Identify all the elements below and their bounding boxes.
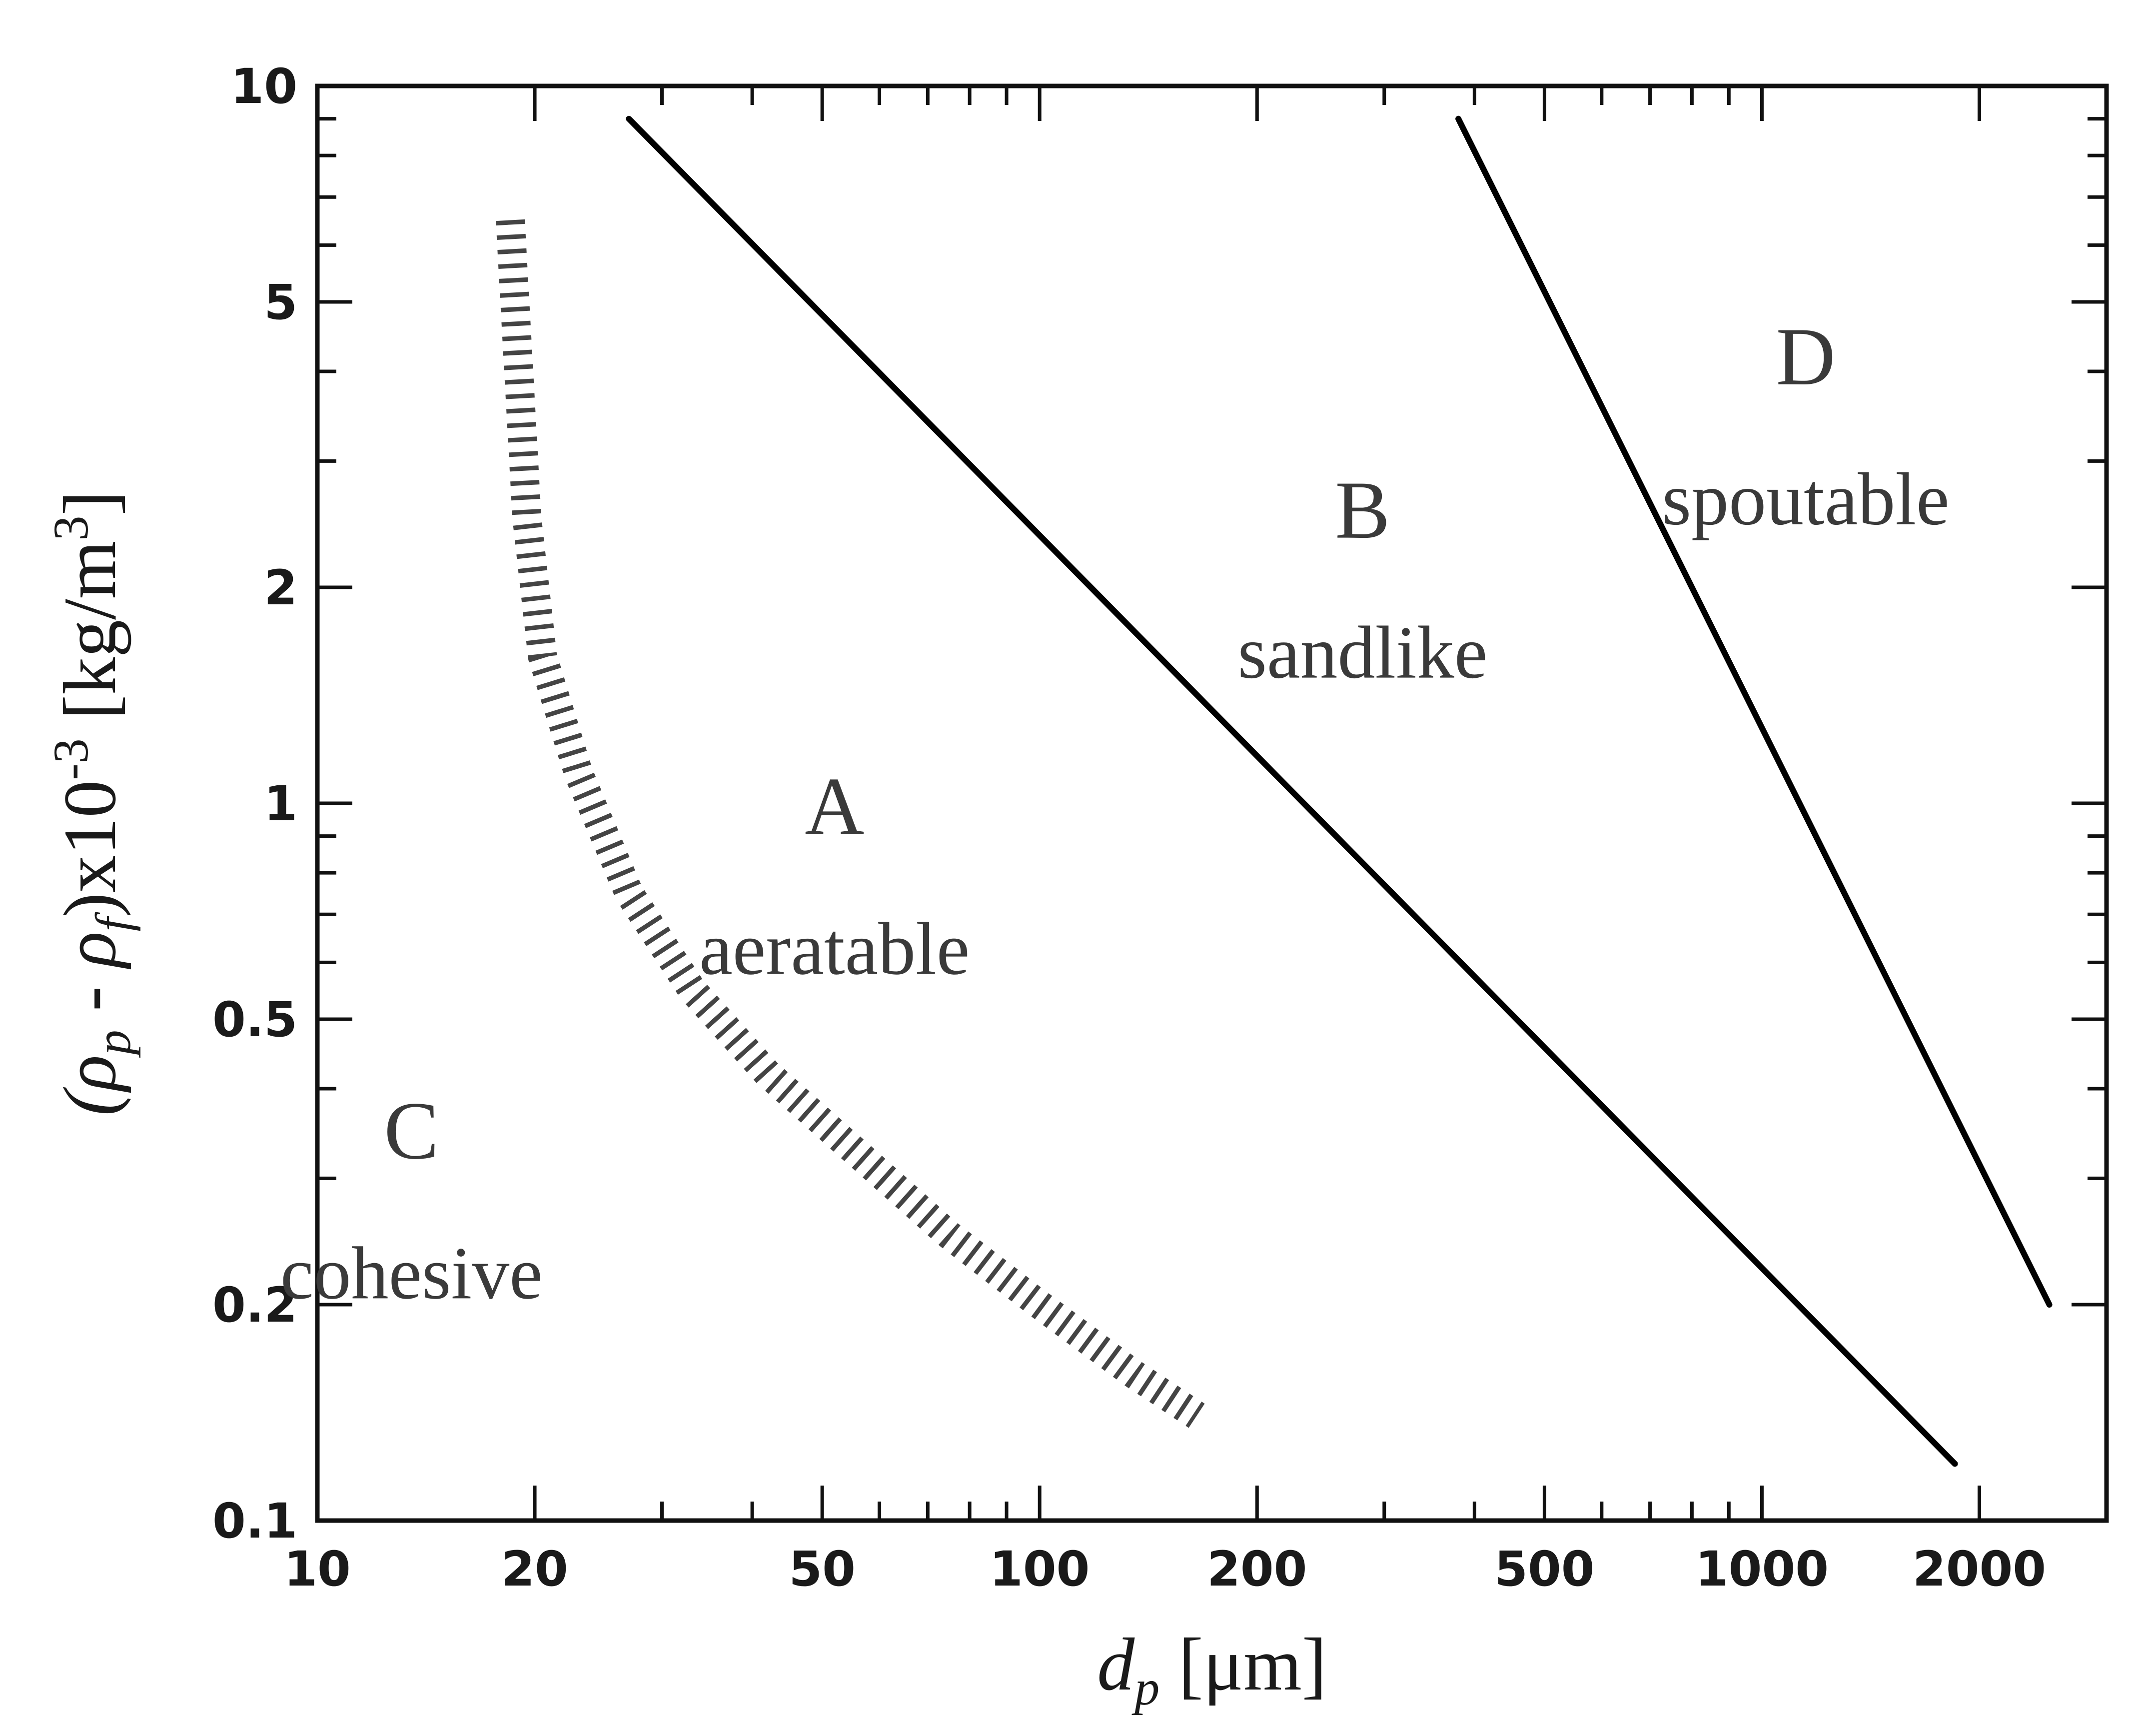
y-tick-label: 0.1	[212, 1493, 297, 1549]
region-letter-b: B	[1335, 464, 1390, 556]
x-tick-label: 500	[1494, 1541, 1594, 1597]
x-tick-label: 50	[789, 1541, 856, 1597]
region-letter-d: D	[1776, 311, 1836, 402]
region-letter-a: A	[805, 760, 864, 852]
x-tick-label: 10	[284, 1541, 351, 1597]
x-axis-title: dp [μm]	[1097, 1623, 1327, 1716]
plot-border	[315, 83, 2109, 1523]
x-tick-label: 200	[1207, 1541, 1307, 1597]
region-label-cohesive: cohesive	[280, 1232, 543, 1315]
ticks-layer: 10 20 50 100 200 500 1000 2000 0.1 0.2 0.5 1 2 5 10	[212, 58, 2109, 1597]
y-tick-label: 5	[264, 274, 297, 330]
y-tick-label: 0.5	[212, 992, 297, 1048]
y-tick-label: 0.2	[212, 1277, 297, 1333]
x-tick-label: 100	[990, 1541, 1089, 1597]
y-tick-label: 2	[264, 560, 297, 616]
y-tick-label: 1	[264, 776, 297, 832]
region-label-sandlike: sandlike	[1238, 611, 1488, 694]
x-tick-label: 1000	[1695, 1541, 1829, 1597]
series-layer	[496, 115, 2053, 1467]
group-b-d-boundary-line	[1455, 115, 2053, 1308]
y-axis-title: (ρp - ρf)x10-3 [kg/m3]	[43, 491, 141, 1116]
group-a-b-boundary-line	[626, 115, 1958, 1467]
region-letter-c: C	[384, 1085, 439, 1176]
x-tick-label: 20	[501, 1541, 568, 1597]
x-tick-label: 2000	[1913, 1541, 2046, 1597]
y-tick-label: 10	[230, 58, 297, 114]
region-label-spoutable: spoutable	[1662, 458, 1950, 541]
region-label-aeratable: aeratable	[699, 907, 970, 990]
plot-frame	[315, 83, 2109, 1523]
